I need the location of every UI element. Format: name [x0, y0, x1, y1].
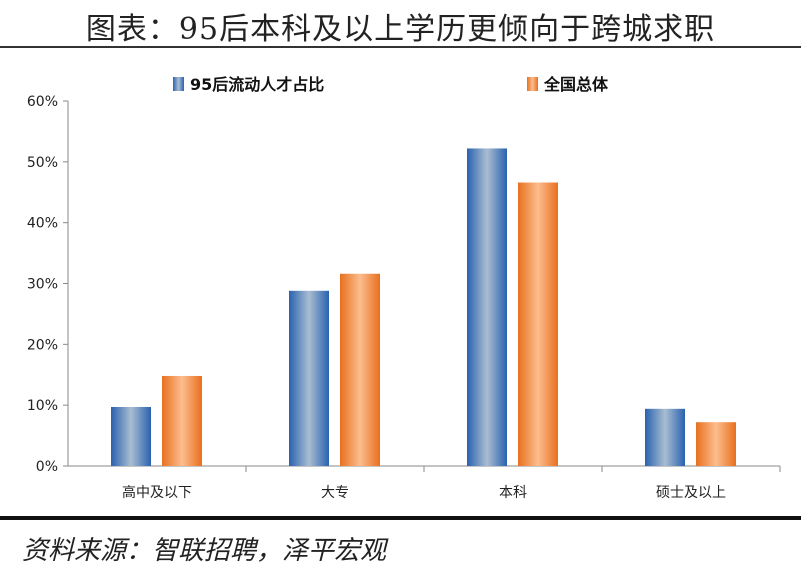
- bar-post95: [111, 406, 151, 466]
- x-tick-label: 高中及以下: [122, 484, 192, 501]
- y-tick-label: 60%: [27, 94, 58, 110]
- x-tick-label: 硕士及以上: [656, 485, 726, 501]
- bar-national: [340, 273, 380, 466]
- y-tick-label: 30%: [27, 277, 58, 293]
- bar-post95: [289, 290, 329, 466]
- bar-post95: [645, 408, 685, 466]
- bar-national: [162, 375, 202, 466]
- legend-swatch: [173, 77, 184, 91]
- bar-post95: [467, 148, 507, 466]
- source-note: 资料来源：智联招聘，泽平宏观: [22, 536, 387, 566]
- bar-national: [696, 422, 736, 466]
- y-tick-label: 50%: [27, 155, 58, 171]
- legend-label: 全国总体: [543, 75, 609, 94]
- legend-label: 95后流动人才占比: [190, 75, 324, 94]
- y-tick-label: 40%: [27, 216, 58, 232]
- bar-national: [518, 182, 558, 466]
- legend-swatch: [527, 77, 538, 91]
- footer-divider: [0, 516, 801, 520]
- x-tick-label: 本科: [499, 485, 527, 501]
- chart-title: 图表：95后本科及以上学历更倾向于跨城求职: [85, 12, 716, 47]
- y-tick-label: 0%: [36, 459, 58, 475]
- title-divider: [0, 46, 801, 48]
- y-tick-label: 20%: [27, 337, 58, 353]
- y-tick-label: 10%: [27, 398, 58, 414]
- x-tick-label: 大专: [321, 485, 349, 501]
